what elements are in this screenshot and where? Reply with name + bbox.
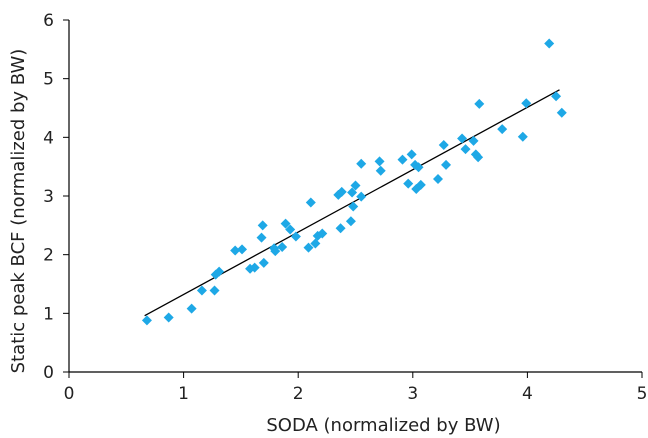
data-point	[277, 242, 288, 253]
data-point	[336, 186, 347, 197]
x-tick-label: 3	[407, 384, 418, 404]
data-point	[186, 303, 197, 314]
data-point	[375, 165, 386, 176]
data-point	[474, 98, 485, 109]
data-point	[521, 98, 532, 109]
data-point	[438, 139, 449, 150]
data-point	[460, 144, 471, 155]
data-point	[258, 257, 269, 268]
y-tick-label: 1	[43, 304, 54, 324]
data-point	[551, 91, 562, 102]
y-tick-label: 3	[43, 187, 54, 207]
data-point	[350, 180, 361, 191]
data-point	[257, 220, 268, 231]
data-point	[468, 135, 479, 146]
data-point	[441, 159, 452, 170]
data-point	[285, 224, 296, 235]
data-point	[348, 201, 359, 212]
data-point	[270, 246, 281, 257]
data-point	[413, 162, 424, 173]
data-point	[214, 266, 225, 277]
data-point	[141, 315, 152, 326]
data-point	[415, 179, 426, 190]
y-tick-label: 0	[43, 363, 54, 383]
data-point	[473, 152, 484, 163]
x-tick-label: 5	[637, 384, 648, 404]
data-point	[335, 223, 346, 234]
data-point	[290, 231, 301, 242]
x-tick-label: 4	[522, 384, 533, 404]
x-axis-ticks: 0 1 2 3 4 5	[64, 372, 648, 404]
data-point	[544, 38, 555, 49]
data-point	[347, 187, 358, 198]
data-point	[397, 154, 408, 165]
data-point	[356, 191, 367, 202]
data-point	[317, 228, 328, 239]
y-axis-title: Static peak BCF (normalized by BW)	[8, 49, 29, 374]
x-tick-label: 0	[64, 384, 75, 404]
data-point	[196, 285, 207, 296]
y-tick-label: 4	[43, 128, 54, 148]
x-tick-label: 1	[178, 384, 189, 404]
data-point	[237, 244, 248, 255]
data-point	[497, 124, 508, 135]
data-point	[230, 245, 241, 256]
y-tick-label: 6	[43, 11, 54, 31]
data-point	[256, 232, 267, 243]
y-tick-label: 5	[43, 70, 54, 90]
data-point	[556, 107, 567, 118]
data-point	[517, 131, 528, 142]
data-point	[433, 173, 444, 184]
x-tick-label: 2	[293, 384, 304, 404]
data-point	[303, 242, 314, 253]
data-point	[356, 158, 367, 169]
data-point	[374, 156, 385, 167]
data-point	[406, 149, 417, 160]
data-point	[403, 178, 414, 189]
x-axis-title: SODA (normalized by BW)	[266, 415, 500, 436]
data-point	[209, 285, 220, 296]
data-point	[163, 312, 174, 323]
data-point	[457, 133, 468, 144]
data-points	[141, 38, 567, 326]
data-point	[310, 238, 321, 249]
y-axis-ticks: 0 1 2 3 4 5 6	[43, 11, 69, 383]
data-point	[305, 197, 316, 208]
data-point	[345, 216, 356, 227]
data-point	[280, 218, 291, 229]
y-tick-label: 2	[43, 246, 54, 266]
data-point	[249, 262, 260, 273]
